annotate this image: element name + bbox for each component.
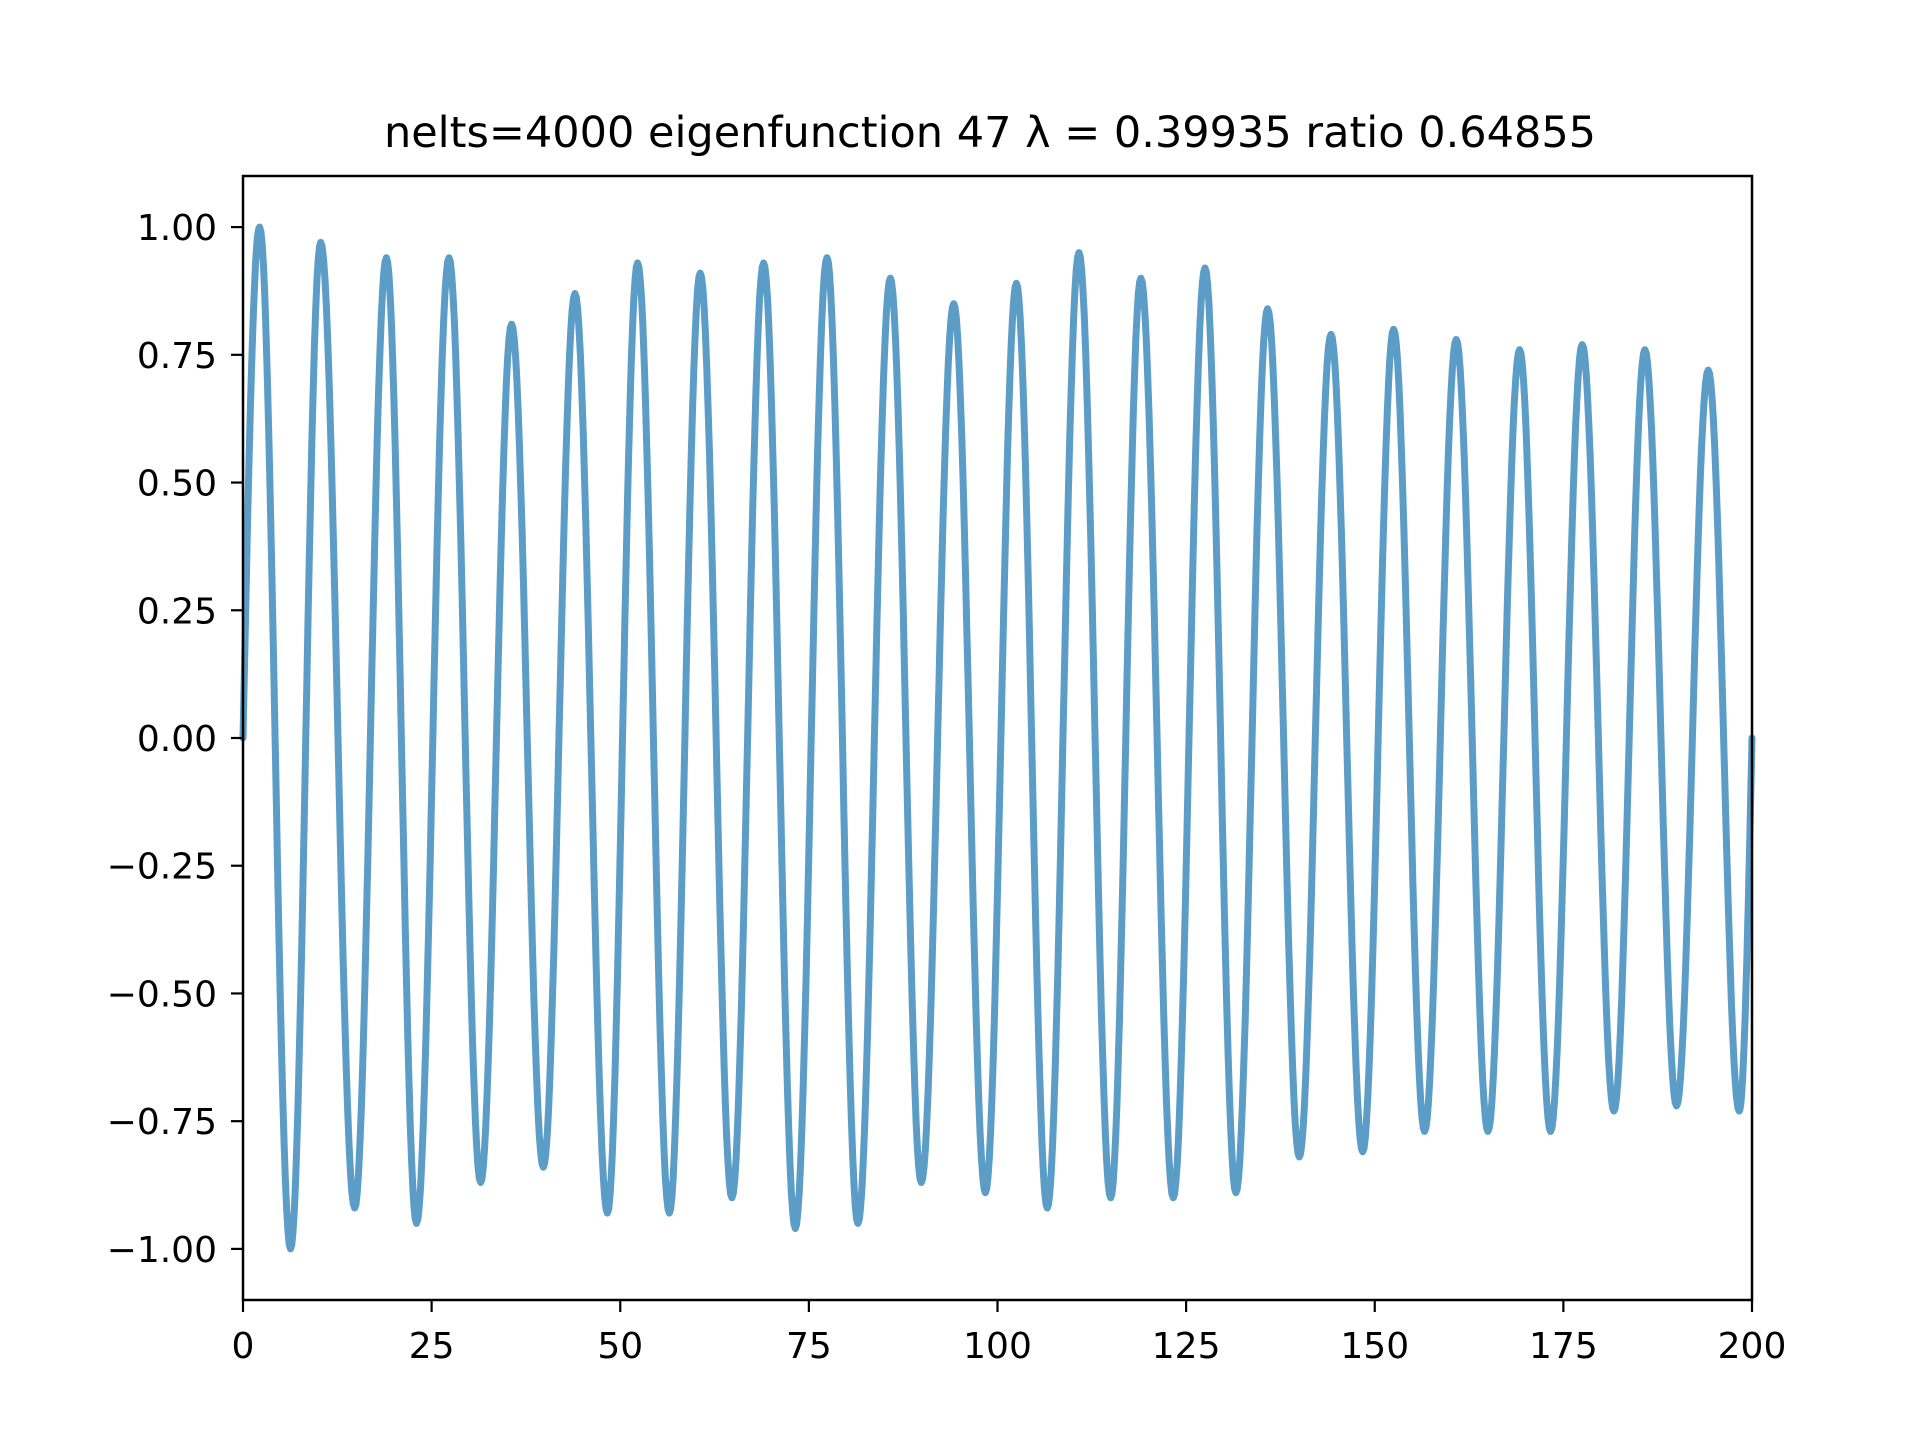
y-tick-label: 0.25: [137, 591, 217, 632]
chart-title: nelts=4000 eigenfunction 47 λ = 0.39935 …: [384, 108, 1596, 158]
y-axis: 1.00 0.75 0.50 0.25 0.00 −0.25 −0.50 −0.75 −1.00: [107, 208, 243, 1271]
y-tick-label: −1.00: [107, 1230, 217, 1271]
x-tick-label: 175: [1529, 1326, 1598, 1367]
x-axis: 0 25 50 75 100 125 150 175 200: [232, 1300, 1787, 1367]
y-tick-label: 0.50: [137, 464, 217, 505]
series-line-0: [239, 223, 1756, 1253]
x-tick-label: 75: [786, 1326, 832, 1367]
y-tick-label: 0.75: [137, 336, 217, 377]
series-layer: [239, 223, 1756, 1253]
x-tick-label: 150: [1340, 1326, 1409, 1367]
x-tick-label: 200: [1718, 1326, 1787, 1367]
y-tick-label: 1.00: [137, 208, 217, 249]
x-tick-label: 0: [232, 1326, 255, 1367]
x-tick-label: 50: [597, 1326, 643, 1367]
y-tick-label: −0.75: [107, 1102, 217, 1143]
y-tick-label: 0.00: [137, 719, 217, 760]
y-tick-label: −0.50: [107, 974, 217, 1015]
y-tick-label: −0.25: [107, 847, 217, 888]
x-tick-label: 100: [963, 1326, 1032, 1367]
x-tick-label: 125: [1152, 1326, 1221, 1367]
x-tick-label: 25: [409, 1326, 455, 1367]
